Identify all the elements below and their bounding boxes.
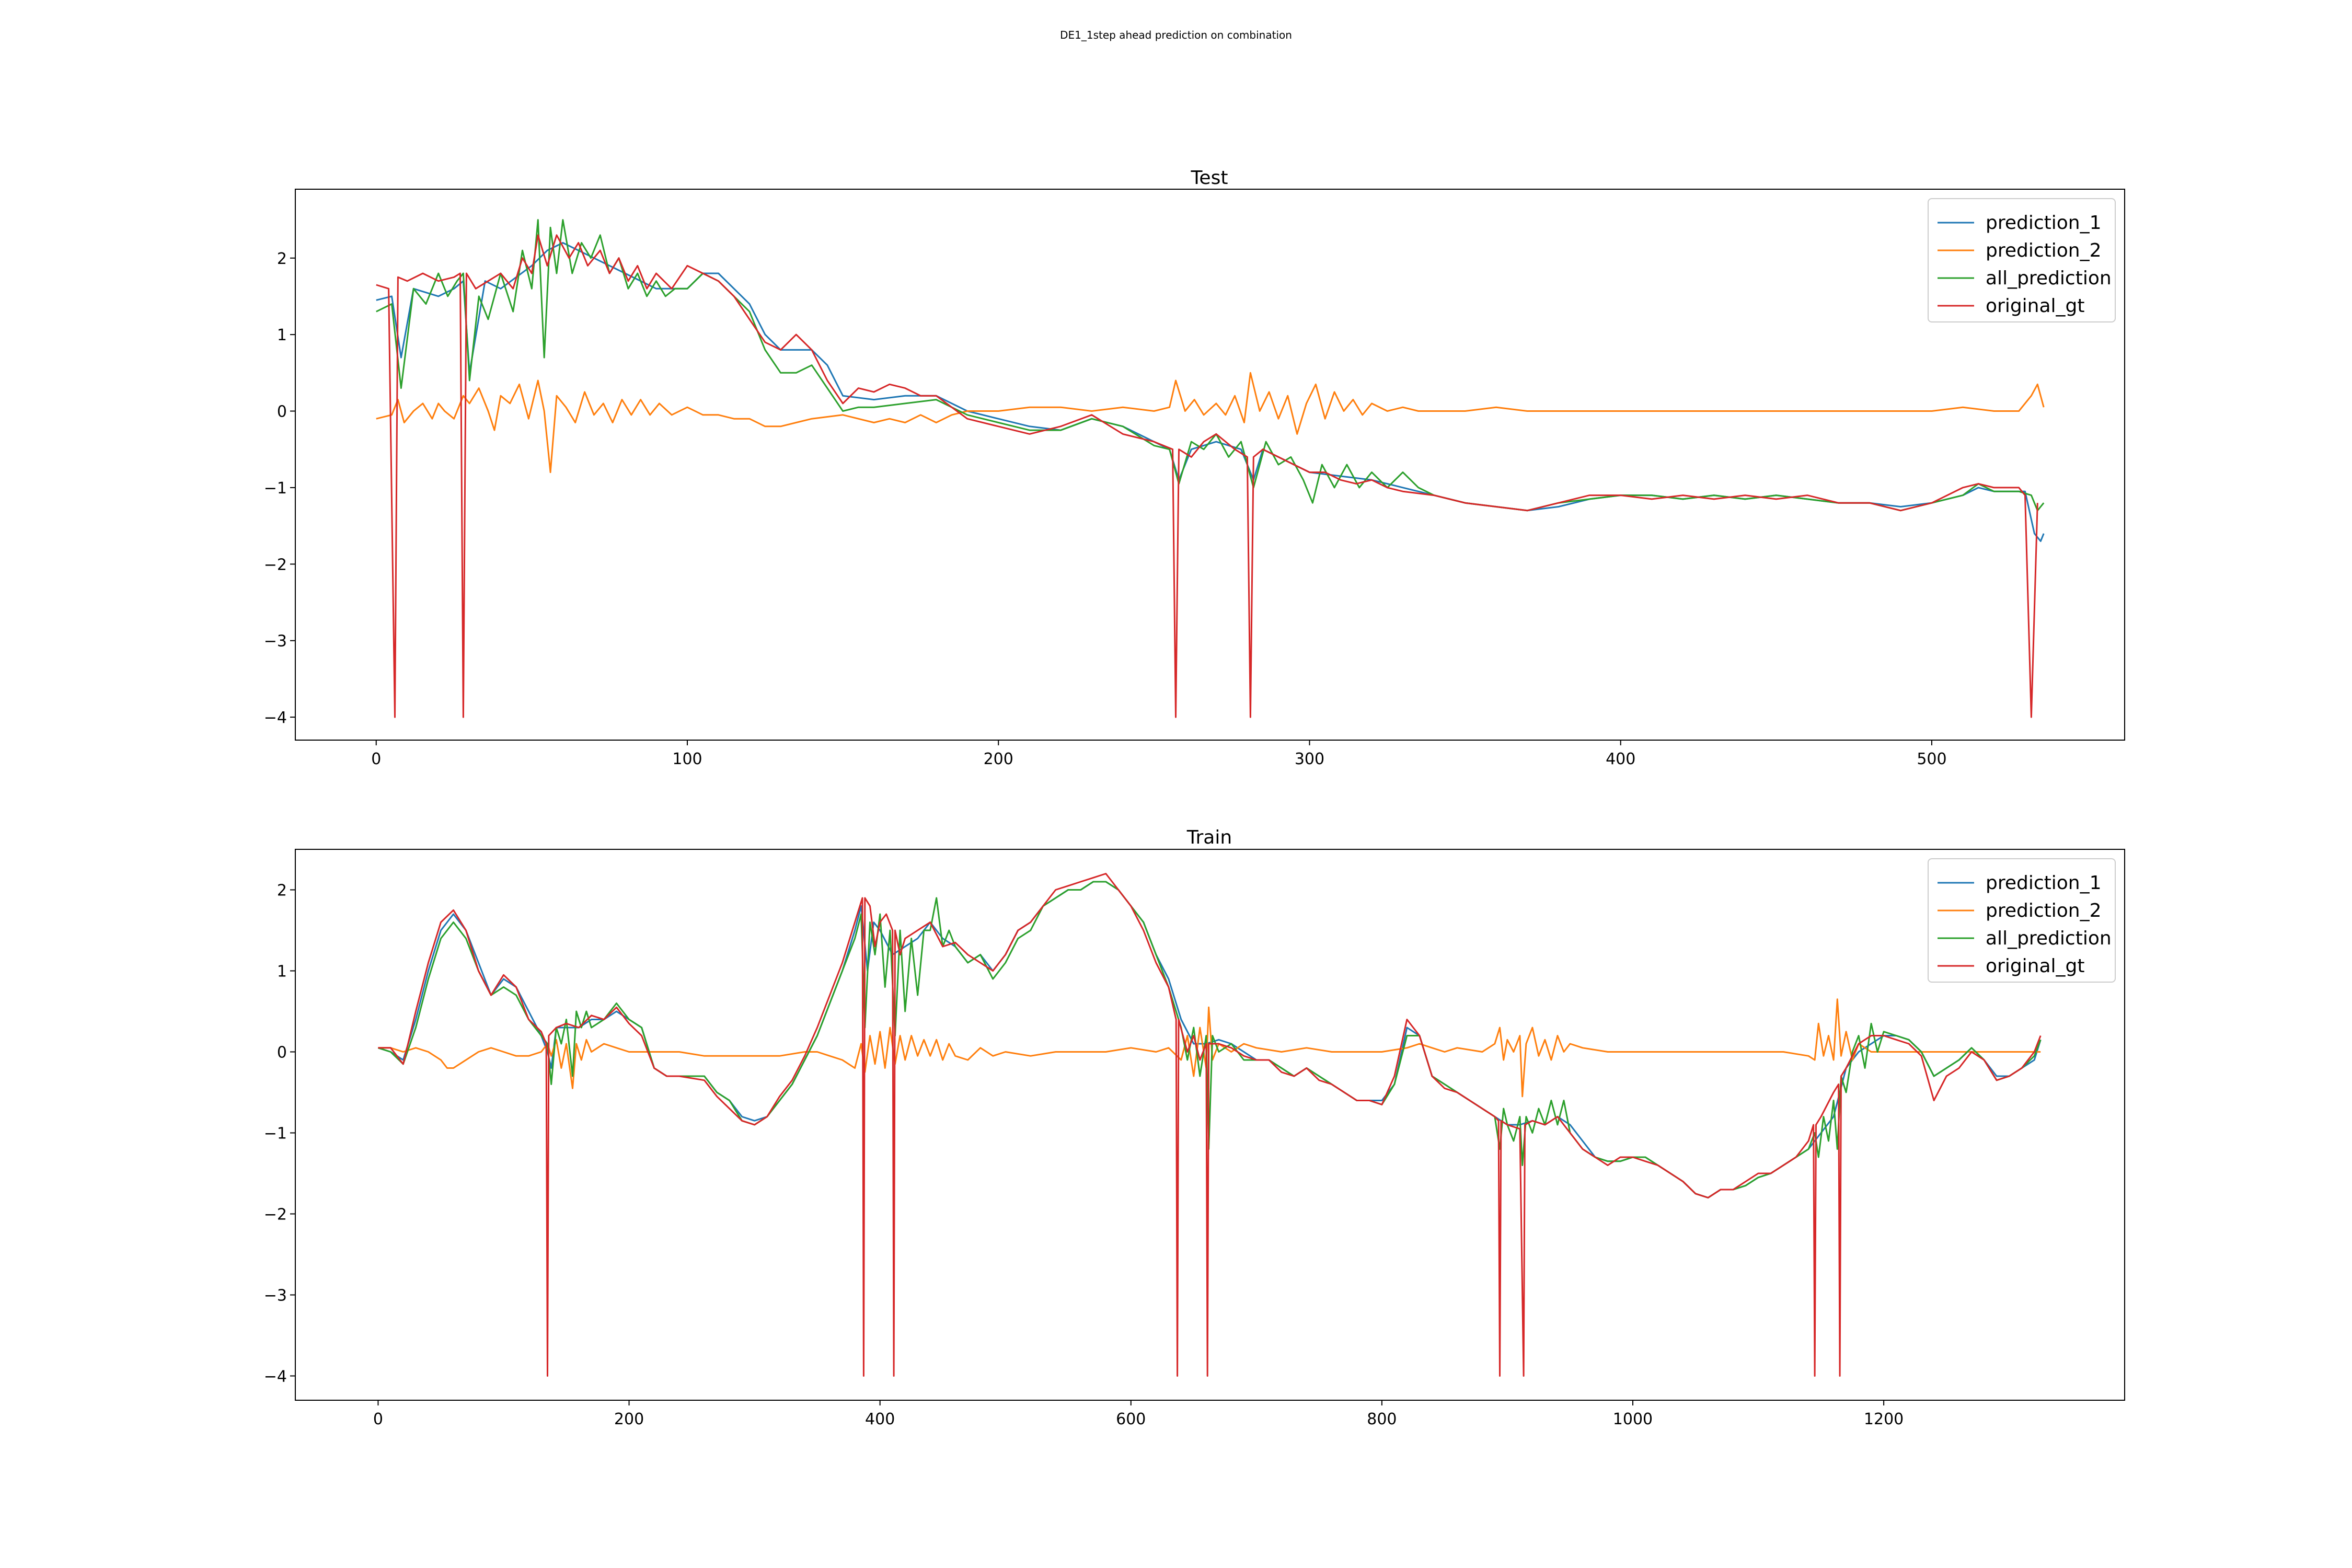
train-x-tick-label: 1200 [1864, 1410, 1904, 1428]
test-y-tick-label: −1 [264, 479, 287, 498]
test-title: Test [1191, 167, 1228, 189]
test-x-tick-label: 100 [672, 750, 702, 768]
test-x-tick-label: 200 [984, 750, 1013, 768]
test-plot-area [376, 219, 2045, 718]
test-series-original-gt [376, 234, 2038, 718]
train-legend-box [1928, 858, 2116, 983]
test-y-tick-label: −2 [264, 556, 287, 574]
test-y-tick-label: 2 [277, 250, 287, 268]
train-plot-area [377, 873, 2042, 1377]
test-x-tick-label: 400 [1606, 750, 1635, 768]
test-y-tick-label: −4 [264, 709, 287, 727]
test-legend-label-prediction-1: prediction_1 [1986, 212, 2102, 234]
train-legend-label-prediction-1: prediction_1 [1986, 872, 2102, 894]
test-legend-label-all-prediction: all_prediction [1986, 268, 2112, 289]
test-series-all-prediction [376, 219, 2045, 512]
train-x-tick-label: 0 [373, 1410, 383, 1428]
test-series-prediction-2 [376, 372, 2045, 474]
train-y-tick-label: 1 [277, 963, 287, 981]
train-x-tick-label: 800 [1367, 1410, 1397, 1428]
train-axes-frame [295, 849, 2125, 1401]
train-legend-label-prediction-2: prediction_2 [1986, 900, 2102, 921]
train-y-tick-label: −2 [264, 1206, 287, 1224]
train-x-tick-label: 400 [865, 1410, 895, 1428]
train-x-tick-label: 1000 [1613, 1410, 1653, 1428]
figure-suptitle: DE1_1step ahead prediction on combinatio… [1060, 29, 1292, 41]
train-y-tick-label: −1 [264, 1125, 287, 1143]
test-axes-frame [295, 189, 2125, 741]
train-x-tick-label: 200 [614, 1410, 644, 1428]
train-y-tick-label: −4 [264, 1368, 287, 1386]
test-y-tick-label: −3 [264, 632, 287, 651]
test-y-tick-label: 1 [277, 326, 287, 344]
train-y-tick-label: 0 [277, 1044, 287, 1062]
train-y-tick-label: −3 [264, 1287, 287, 1305]
test-legend-box [1928, 198, 2116, 322]
test-x-tick-label: 0 [371, 750, 381, 768]
train-series-original-gt [378, 873, 2042, 1377]
train-series-prediction-2 [378, 998, 2041, 1098]
train-legend-label-all-prediction: all_prediction [1986, 928, 2112, 949]
train-legend: prediction_1 prediction_2 all_predictionor… [1928, 858, 2116, 983]
train-subplot: Train 0 200 400 600 800 1000 1200 −4 −3 −2 −1 0 1 2 pr… [264, 827, 2125, 1428]
train-legend-label-original-gt: original_gt [1986, 955, 2085, 977]
test-x-tick-label: 500 [1917, 750, 1946, 768]
test-legend: prediction_1 prediction_2 all_predictionor… [1928, 198, 2116, 322]
train-y-tick-label: 2 [277, 882, 287, 900]
train-x-tick-label: 600 [1116, 1410, 1146, 1428]
test-y-tick-label: 0 [277, 403, 287, 421]
test-legend-label-original-gt: original_gt [1986, 295, 2085, 317]
test-x-tick-label: 300 [1295, 750, 1324, 768]
test-legend-label-prediction-2: prediction_2 [1986, 240, 2102, 261]
train-title: Train [1186, 827, 1232, 848]
test-subplot: Test 0 100 200 300 400 500 −4 −3 −2 −1 0 1 2 predicti… [264, 167, 2125, 768]
